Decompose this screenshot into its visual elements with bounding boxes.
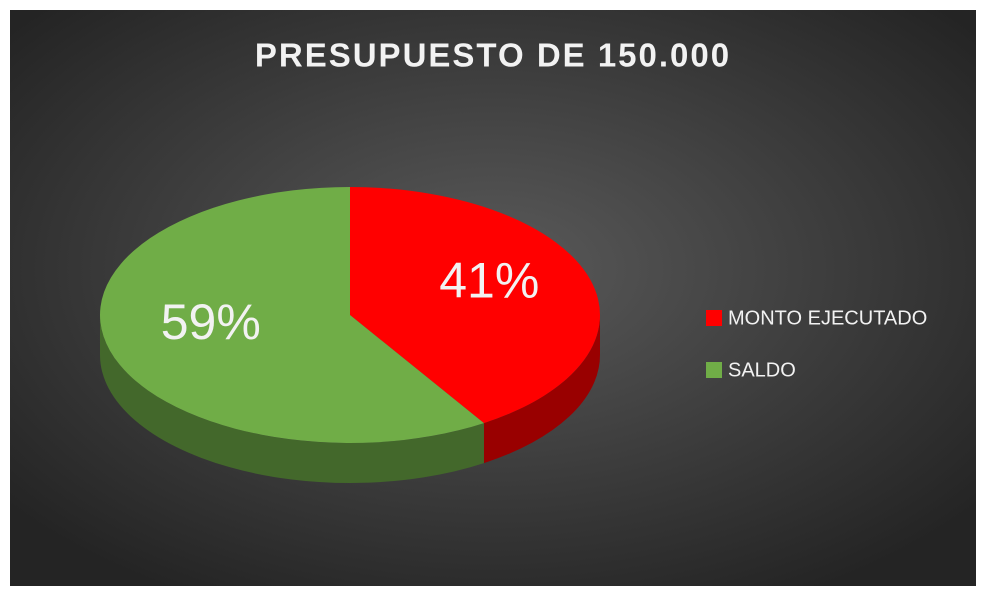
chart-title: PRESUPUESTO DE 150.000 bbox=[255, 37, 731, 74]
pie-slice bbox=[350, 187, 600, 424]
legend-swatch bbox=[706, 362, 722, 378]
pie-slice bbox=[99, 187, 484, 443]
legend-label: MONTO EJECUTADO bbox=[728, 307, 927, 329]
pie-slice-side bbox=[483, 315, 600, 464]
data-label: 59% bbox=[161, 294, 261, 350]
pie-slice-side bbox=[100, 315, 484, 484]
legend-label: SALDO bbox=[728, 359, 796, 381]
data-label: 41% bbox=[439, 252, 539, 308]
legend-swatch bbox=[706, 310, 722, 326]
